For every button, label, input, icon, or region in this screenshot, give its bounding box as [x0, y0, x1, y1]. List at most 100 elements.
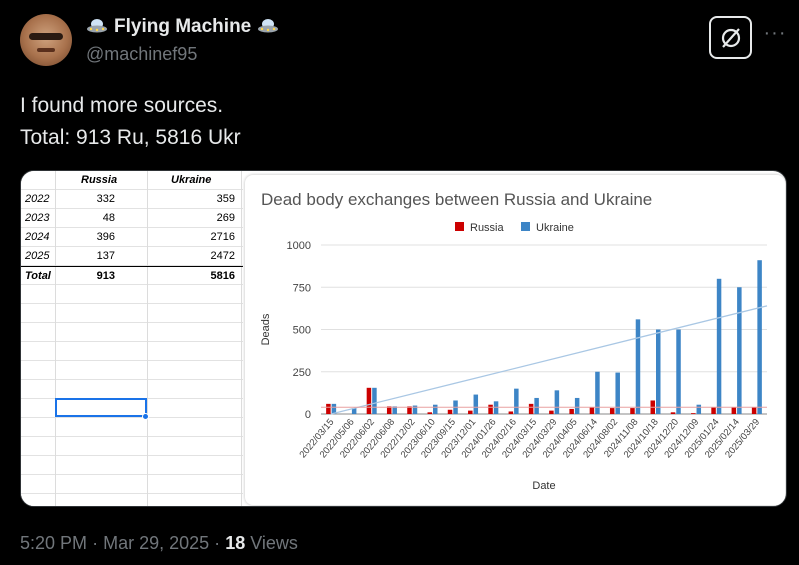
- x-axis-label: Date: [532, 480, 555, 492]
- year-cell: 2023: [25, 212, 50, 224]
- russia-bar: [528, 403, 534, 414]
- year-cell: 2022: [25, 193, 50, 205]
- ukraine-bar: [696, 404, 702, 414]
- russia-cell: 332: [96, 193, 115, 205]
- separator: ·: [92, 533, 99, 553]
- ufo-emoji-icon: [87, 19, 107, 33]
- legend-swatch: [521, 222, 530, 231]
- ukraine-bar: [351, 408, 357, 414]
- y-tick-label: 500: [293, 325, 311, 337]
- russia-bar: [711, 407, 716, 414]
- russia-cell: 48: [102, 212, 115, 224]
- grok-button[interactable]: [709, 16, 752, 59]
- ukraine-cell: 359: [216, 193, 235, 205]
- more-icon: ···: [763, 21, 787, 44]
- russia-bar: [508, 411, 514, 414]
- column-divider: [147, 171, 148, 506]
- tweet-date[interactable]: Mar 29, 2025: [103, 533, 210, 553]
- russia-bar: [427, 412, 432, 414]
- legend-swatch: [455, 222, 464, 231]
- tweet-line-1: I found more sources.: [20, 94, 224, 117]
- russia-bar: [569, 408, 574, 414]
- year-cell: 2025: [25, 250, 50, 262]
- russia-bar: [630, 408, 635, 414]
- ukraine-bar: [716, 278, 722, 414]
- bar-chart: Dead body exchanges between Russia and U…: [260, 190, 768, 492]
- tweet-time[interactable]: 5:20 PM: [20, 533, 88, 553]
- ukraine-bar: [737, 287, 742, 414]
- grok-icon: [721, 27, 740, 48]
- separator: ·: [214, 533, 221, 553]
- y-axis-label: Deads: [260, 313, 272, 345]
- avatar-mouth: [37, 48, 55, 52]
- avatar[interactable]: [20, 14, 72, 66]
- y-tick-label: 1000: [287, 240, 311, 252]
- russia-bar: [386, 406, 392, 414]
- avatar-eyes: [29, 33, 63, 40]
- ukraine-cell: 269: [216, 212, 235, 224]
- ukraine-bar: [473, 394, 479, 414]
- total-label: Total: [25, 270, 51, 282]
- ukraine-bar: [757, 260, 762, 414]
- tweet-text: I found more sources. Total: 913 Ru, 581…: [20, 90, 241, 154]
- tweet-image[interactable]: Russia Ukraine 2022 332 359 2023 48 269 …: [20, 170, 787, 507]
- display-name[interactable]: Flying Machine: [114, 16, 252, 37]
- table-row: 2025 137 2472: [21, 247, 243, 265]
- spreadsheet-header-row: Russia Ukraine: [21, 171, 243, 189]
- legend-label: Ukraine: [536, 222, 574, 234]
- tweet-line-2: Total: 913 Ru, 5816 Ukr: [20, 126, 241, 149]
- russia-bar: [731, 407, 737, 414]
- more-button[interactable]: ···: [764, 22, 786, 44]
- y-tick-label: 0: [305, 409, 311, 421]
- ukraine-bar: [412, 405, 418, 414]
- ukraine-bar: [635, 319, 641, 414]
- selected-cell[interactable]: [55, 398, 147, 417]
- trendline: [330, 305, 768, 415]
- user-handle[interactable]: @machinef95: [86, 44, 198, 64]
- ukraine-cell: 2472: [210, 250, 235, 262]
- table-row: 2024 396 2716: [21, 228, 243, 246]
- table-row: 2023 48 269: [21, 209, 243, 227]
- ukraine-bar: [574, 397, 580, 414]
- russia-bar: [691, 413, 696, 414]
- russia-bar: [326, 403, 331, 414]
- fill-handle[interactable]: [142, 413, 149, 420]
- ukraine-bar: [392, 406, 397, 414]
- ukraine-bar: [372, 387, 377, 414]
- ukraine-bar: [554, 390, 560, 414]
- total-row: Total 913 5816: [21, 266, 243, 284]
- ukraine-bar: [433, 404, 438, 414]
- table-row: 2022 332 359: [21, 190, 243, 208]
- y-tick-label: 250: [293, 367, 311, 379]
- ukraine-bar: [656, 329, 661, 414]
- total-ukraine: 5816: [210, 270, 235, 282]
- russia-bar: [447, 409, 453, 414]
- russia-bar: [670, 412, 676, 414]
- column-divider: [55, 171, 56, 506]
- y-tick-label: 750: [293, 282, 311, 294]
- russia-bar: [549, 410, 554, 414]
- russia-bar: [609, 408, 615, 414]
- header-russia: Russia: [81, 174, 118, 186]
- chart-title: Dead body exchanges between Russia and U…: [261, 190, 652, 209]
- russia-bar: [589, 407, 595, 414]
- author-name-row[interactable]: Flying Machine: [86, 16, 279, 38]
- russia-cell: 396: [96, 231, 115, 243]
- total-russia: 913: [96, 270, 115, 282]
- header-ukraine: Ukraine: [171, 174, 212, 186]
- column-divider: [241, 171, 242, 506]
- spreadsheet: Russia Ukraine 2022 332 359 2023 48 269 …: [21, 171, 243, 506]
- year-cell: 2024: [25, 231, 50, 243]
- views-count: 18: [225, 533, 246, 553]
- ukraine-cell: 2716: [210, 231, 235, 243]
- legend-label: Russia: [470, 222, 505, 234]
- russia-cell: 137: [96, 250, 115, 262]
- ukraine-bar: [615, 372, 620, 414]
- russia-bar: [407, 406, 412, 414]
- ukraine-bar: [331, 403, 337, 414]
- chart-panel: Dead body exchanges between Russia and U…: [245, 175, 785, 505]
- ukraine-bar: [534, 397, 539, 414]
- russia-bar: [468, 410, 473, 414]
- views-label: Views: [250, 533, 298, 553]
- tweet-footer: 5:20 PM · Mar 29, 2025 · 18 Views: [20, 533, 298, 554]
